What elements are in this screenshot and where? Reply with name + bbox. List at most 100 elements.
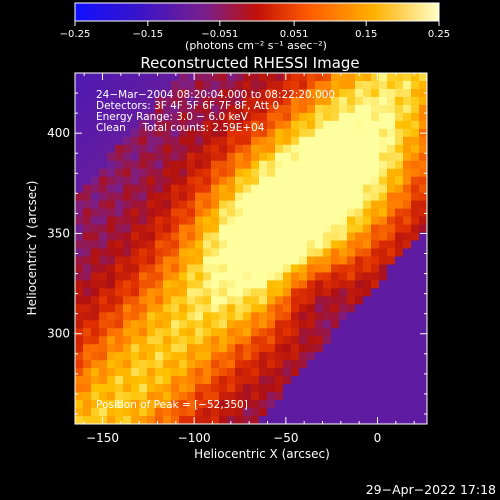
heatmap-cell — [251, 176, 260, 186]
heatmap-cell — [419, 360, 427, 369]
heatmap-cell — [251, 240, 260, 250]
heatmap-cell — [235, 416, 244, 424]
heatmap-cell — [83, 112, 92, 122]
heatmap-cell — [331, 352, 340, 361]
heatmap-cell — [115, 296, 124, 305]
heatmap-cell — [211, 120, 220, 130]
heatmap-cell — [411, 80, 420, 90]
heatmap-cell — [411, 288, 420, 297]
heatmap-cell — [379, 224, 388, 234]
heatmap-cell — [195, 232, 204, 242]
heatmap-cell — [395, 392, 404, 401]
heatmap-cell — [339, 336, 348, 345]
heatmap-cell — [267, 376, 276, 385]
heatmap-cell — [147, 288, 156, 297]
heatmap-cell — [195, 168, 204, 178]
heatmap-cell — [419, 376, 427, 385]
heatmap-cell — [347, 224, 356, 234]
heatmap-cell — [395, 168, 404, 178]
heatmap-cell — [331, 384, 340, 393]
heatmap-cell — [187, 288, 196, 297]
heatmap-cell — [395, 376, 404, 385]
heatmap-cell — [403, 392, 412, 401]
heatmap-cell — [299, 176, 308, 186]
heatmap-cell — [99, 304, 108, 313]
heatmap-cell — [387, 264, 396, 274]
heatmap-cell — [155, 168, 164, 178]
heatmap-cell — [371, 152, 380, 162]
heatmap-cell — [131, 312, 140, 321]
heatmap-cell — [395, 120, 404, 130]
heatmap-cell — [379, 152, 388, 162]
heatmap-cell — [347, 312, 356, 321]
heatmap-cell — [99, 73, 108, 82]
heatmap-cell — [115, 200, 124, 210]
heatmap-cell — [251, 256, 260, 266]
heatmap-cell — [147, 136, 156, 146]
heatmap-cell — [339, 104, 348, 114]
heatmap-cell — [323, 376, 332, 385]
heatmap-cell — [259, 80, 268, 90]
heatmap-cell — [251, 352, 260, 361]
heatmap-cell — [259, 168, 268, 178]
heatmap-cell — [195, 128, 204, 138]
heatmap-cell — [379, 120, 388, 130]
heatmap-cell — [155, 136, 164, 146]
heatmap-cell — [219, 128, 228, 138]
heatmap-cell — [227, 184, 236, 194]
heatmap-cell — [107, 208, 116, 218]
heatmap-cell — [275, 368, 284, 377]
heatmap-cell — [187, 392, 196, 401]
heatmap-cell — [403, 144, 412, 154]
heatmap-cell — [115, 312, 124, 321]
heatmap-cell — [259, 288, 268, 297]
heatmap-cell — [339, 392, 348, 401]
heatmap-cell — [99, 144, 108, 154]
heatmap-cell — [139, 240, 148, 250]
heatmap-cell — [123, 73, 132, 82]
heatmap-cell — [123, 392, 132, 401]
heatmap-cell — [339, 224, 348, 234]
heatmap-cell — [347, 80, 356, 90]
x-tick-label: −150 — [86, 431, 119, 445]
heatmap-cell — [139, 376, 148, 385]
heatmap-cell — [363, 352, 372, 361]
heatmap-cell — [171, 312, 180, 321]
heatmap-cell — [99, 256, 108, 266]
heatmap-cell — [315, 352, 324, 361]
heatmap-cell — [131, 296, 140, 305]
heatmap-cell — [395, 200, 404, 210]
heatmap-cell — [315, 320, 324, 329]
heatmap-cell — [139, 368, 148, 377]
heatmap-cell — [115, 392, 124, 401]
heatmap-cell — [203, 176, 212, 186]
heatmap-cell — [139, 176, 148, 186]
heatmap-cell — [99, 240, 108, 250]
heatmap-cell — [107, 216, 116, 226]
heatmap-cell — [155, 376, 164, 385]
heatmap-cell — [339, 400, 348, 409]
heatmap-cell — [155, 312, 164, 321]
heatmap-cell — [299, 224, 308, 234]
heatmap-cell — [347, 296, 356, 305]
heatmap-cell — [331, 200, 340, 210]
heatmap-cell — [235, 240, 244, 250]
heatmap-cell — [323, 112, 332, 122]
heatmap-cell — [323, 136, 332, 146]
heatmap-cell — [235, 384, 244, 393]
heatmap-cell — [219, 392, 228, 401]
heatmap-cell — [267, 80, 276, 90]
heatmap-cell — [99, 192, 108, 202]
heatmap-cell — [363, 384, 372, 393]
heatmap-cell — [283, 320, 292, 329]
heatmap-cell — [123, 256, 132, 266]
heatmap-cell — [171, 112, 180, 122]
heatmap-cell — [227, 112, 236, 122]
heatmap-cell — [291, 368, 300, 377]
heatmap-cell — [371, 104, 380, 114]
heatmap-cell — [99, 352, 108, 361]
heatmap-cell — [339, 280, 348, 289]
heatmap-cell — [379, 104, 388, 114]
heatmap-cell — [115, 73, 124, 82]
heatmap-cell — [331, 400, 340, 409]
